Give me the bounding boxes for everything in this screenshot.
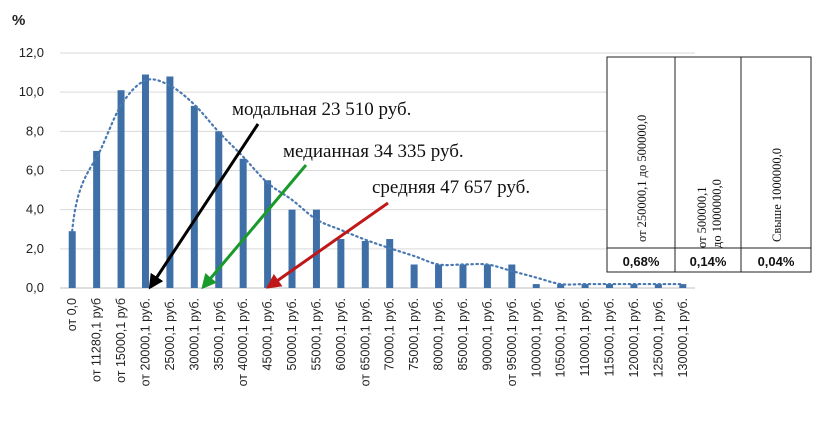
bar [435, 264, 443, 288]
x-tick-label: 130000,1 руб. [676, 298, 690, 377]
y-tick-label: 2,0 [26, 241, 44, 256]
x-tick-label: 125000,1 руб. [651, 298, 665, 377]
y-tick-label: 8,0 [26, 123, 44, 138]
bar [386, 239, 394, 288]
x-tick-label: 110000,1 руб. [578, 298, 592, 377]
trend-line [71, 78, 684, 286]
x-tick-label: от 15000,1 руб [114, 298, 128, 383]
x-tick-label: 35000,1 руб. [212, 298, 226, 371]
bar [679, 284, 687, 288]
bar [337, 239, 345, 288]
y-tick-label: 6,0 [26, 163, 44, 178]
annotation-label: средняя 47 657 руб. [372, 177, 530, 198]
bar [581, 284, 589, 288]
bar [141, 74, 149, 289]
table-value: 0,04% [758, 254, 795, 269]
bar [215, 131, 223, 288]
x-tick-label: 60000,1 руб. [334, 298, 348, 371]
bar [93, 150, 101, 288]
x-tick-label: от 0,0 [65, 298, 79, 331]
x-tick-label: 105000,1 руб. [554, 298, 568, 377]
x-tick-label: 90000,1 руб. [480, 298, 494, 371]
y-tick-label: 0,0 [26, 280, 44, 295]
bar [654, 284, 662, 288]
bar [630, 284, 638, 288]
bar [606, 284, 614, 288]
bar [410, 264, 418, 288]
bar [166, 76, 174, 288]
bar [190, 105, 198, 288]
x-tick-label: 75000,1 руб. [407, 298, 421, 371]
x-tick-label: от 65000,1 руб. [358, 298, 372, 386]
bar [483, 264, 491, 288]
y-tick-label: 10,0 [19, 84, 44, 99]
annotation-label: медианная 34 335 руб. [283, 141, 464, 162]
side-table [606, 56, 812, 273]
annotation-label: модальная 23 510 руб. [232, 99, 411, 120]
x-tick-label: 50000,1 руб. [285, 298, 299, 371]
bar [557, 284, 565, 288]
y-tick-label: 12,0 [19, 45, 44, 60]
x-tick-label: 115000,1 руб. [603, 298, 617, 377]
annotation-arrow [265, 201, 389, 289]
bar [264, 180, 272, 288]
x-tick-label: от 20000,1 руб. [138, 298, 152, 386]
x-tick-label: 45000,1 руб. [261, 298, 275, 371]
bar [312, 209, 320, 288]
bar [239, 158, 247, 288]
bar [68, 231, 76, 288]
x-tick-label: 100000,1 руб. [529, 298, 543, 377]
x-tick-label: 55000,1 руб. [309, 298, 323, 371]
bar [117, 90, 125, 288]
y-tick-label: 4,0 [26, 202, 44, 217]
bar [459, 264, 467, 288]
x-tick-label: от 95000,1 руб. [505, 298, 519, 386]
table-value: 0,68% [623, 254, 660, 269]
annotation-arrow [201, 164, 308, 290]
bar [532, 284, 540, 288]
y-unit-label: % [12, 12, 25, 29]
bar [288, 209, 296, 288]
x-tick-label: 30000,1 руб. [187, 298, 201, 371]
x-tick-label: 70000,1 руб. [383, 298, 397, 371]
table-value: 0,14% [690, 254, 727, 269]
bar [508, 264, 516, 288]
table-column-header: Свыше 1000000,0 [770, 148, 784, 242]
x-tick-label: от 40000,1 руб. [236, 298, 250, 386]
x-tick-label: от 11280,1 руб [90, 298, 104, 382]
bar [361, 241, 369, 288]
x-tick-label: 120000,1 руб. [627, 298, 641, 377]
x-tick-label: 80000,1 руб. [432, 298, 446, 371]
table-column-header: от 500000,1до 1000000,0 [695, 179, 724, 248]
annotation-arrow [148, 123, 260, 290]
x-tick-label: 25000,1 руб. [163, 298, 177, 371]
table-column-header: от 250000,1 до 500000,0 [635, 115, 649, 242]
x-tick-label: 85000,1 руб. [456, 298, 470, 371]
